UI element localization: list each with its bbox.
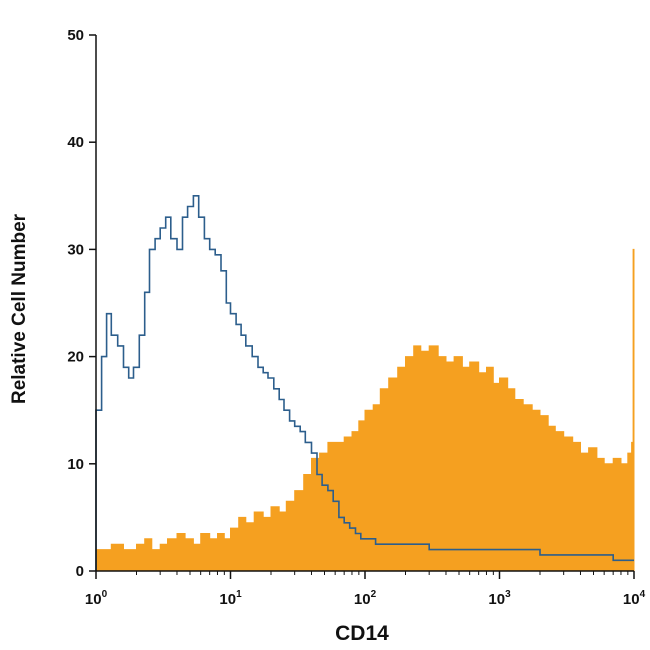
- y-tick-label: 40: [67, 134, 84, 151]
- x-tick-label: 102: [354, 589, 377, 608]
- series-1-histogram-outline: [95, 195, 634, 571]
- y-axis-title: Relative Cell Number: [9, 213, 30, 404]
- y-tick-label: 30: [67, 241, 84, 258]
- series-layer: [95, 195, 635, 572]
- x-tick-label: 101: [219, 589, 242, 608]
- x-axis-title: CD14: [335, 622, 389, 645]
- x-tick-label: 104: [623, 589, 646, 608]
- series-0-histogram-fill: [95, 248, 635, 572]
- ticks-layer: 0 10 20 30 40 50 100 101 102 103 104: [67, 27, 645, 608]
- y-tick-label: 10: [67, 456, 84, 473]
- x-tick-label: 100: [85, 589, 108, 608]
- y-tick-label: 50: [67, 27, 84, 44]
- y-tick-label: 0: [76, 563, 84, 580]
- y-tick-label: 20: [67, 349, 84, 366]
- x-tick-label: 103: [488, 589, 511, 608]
